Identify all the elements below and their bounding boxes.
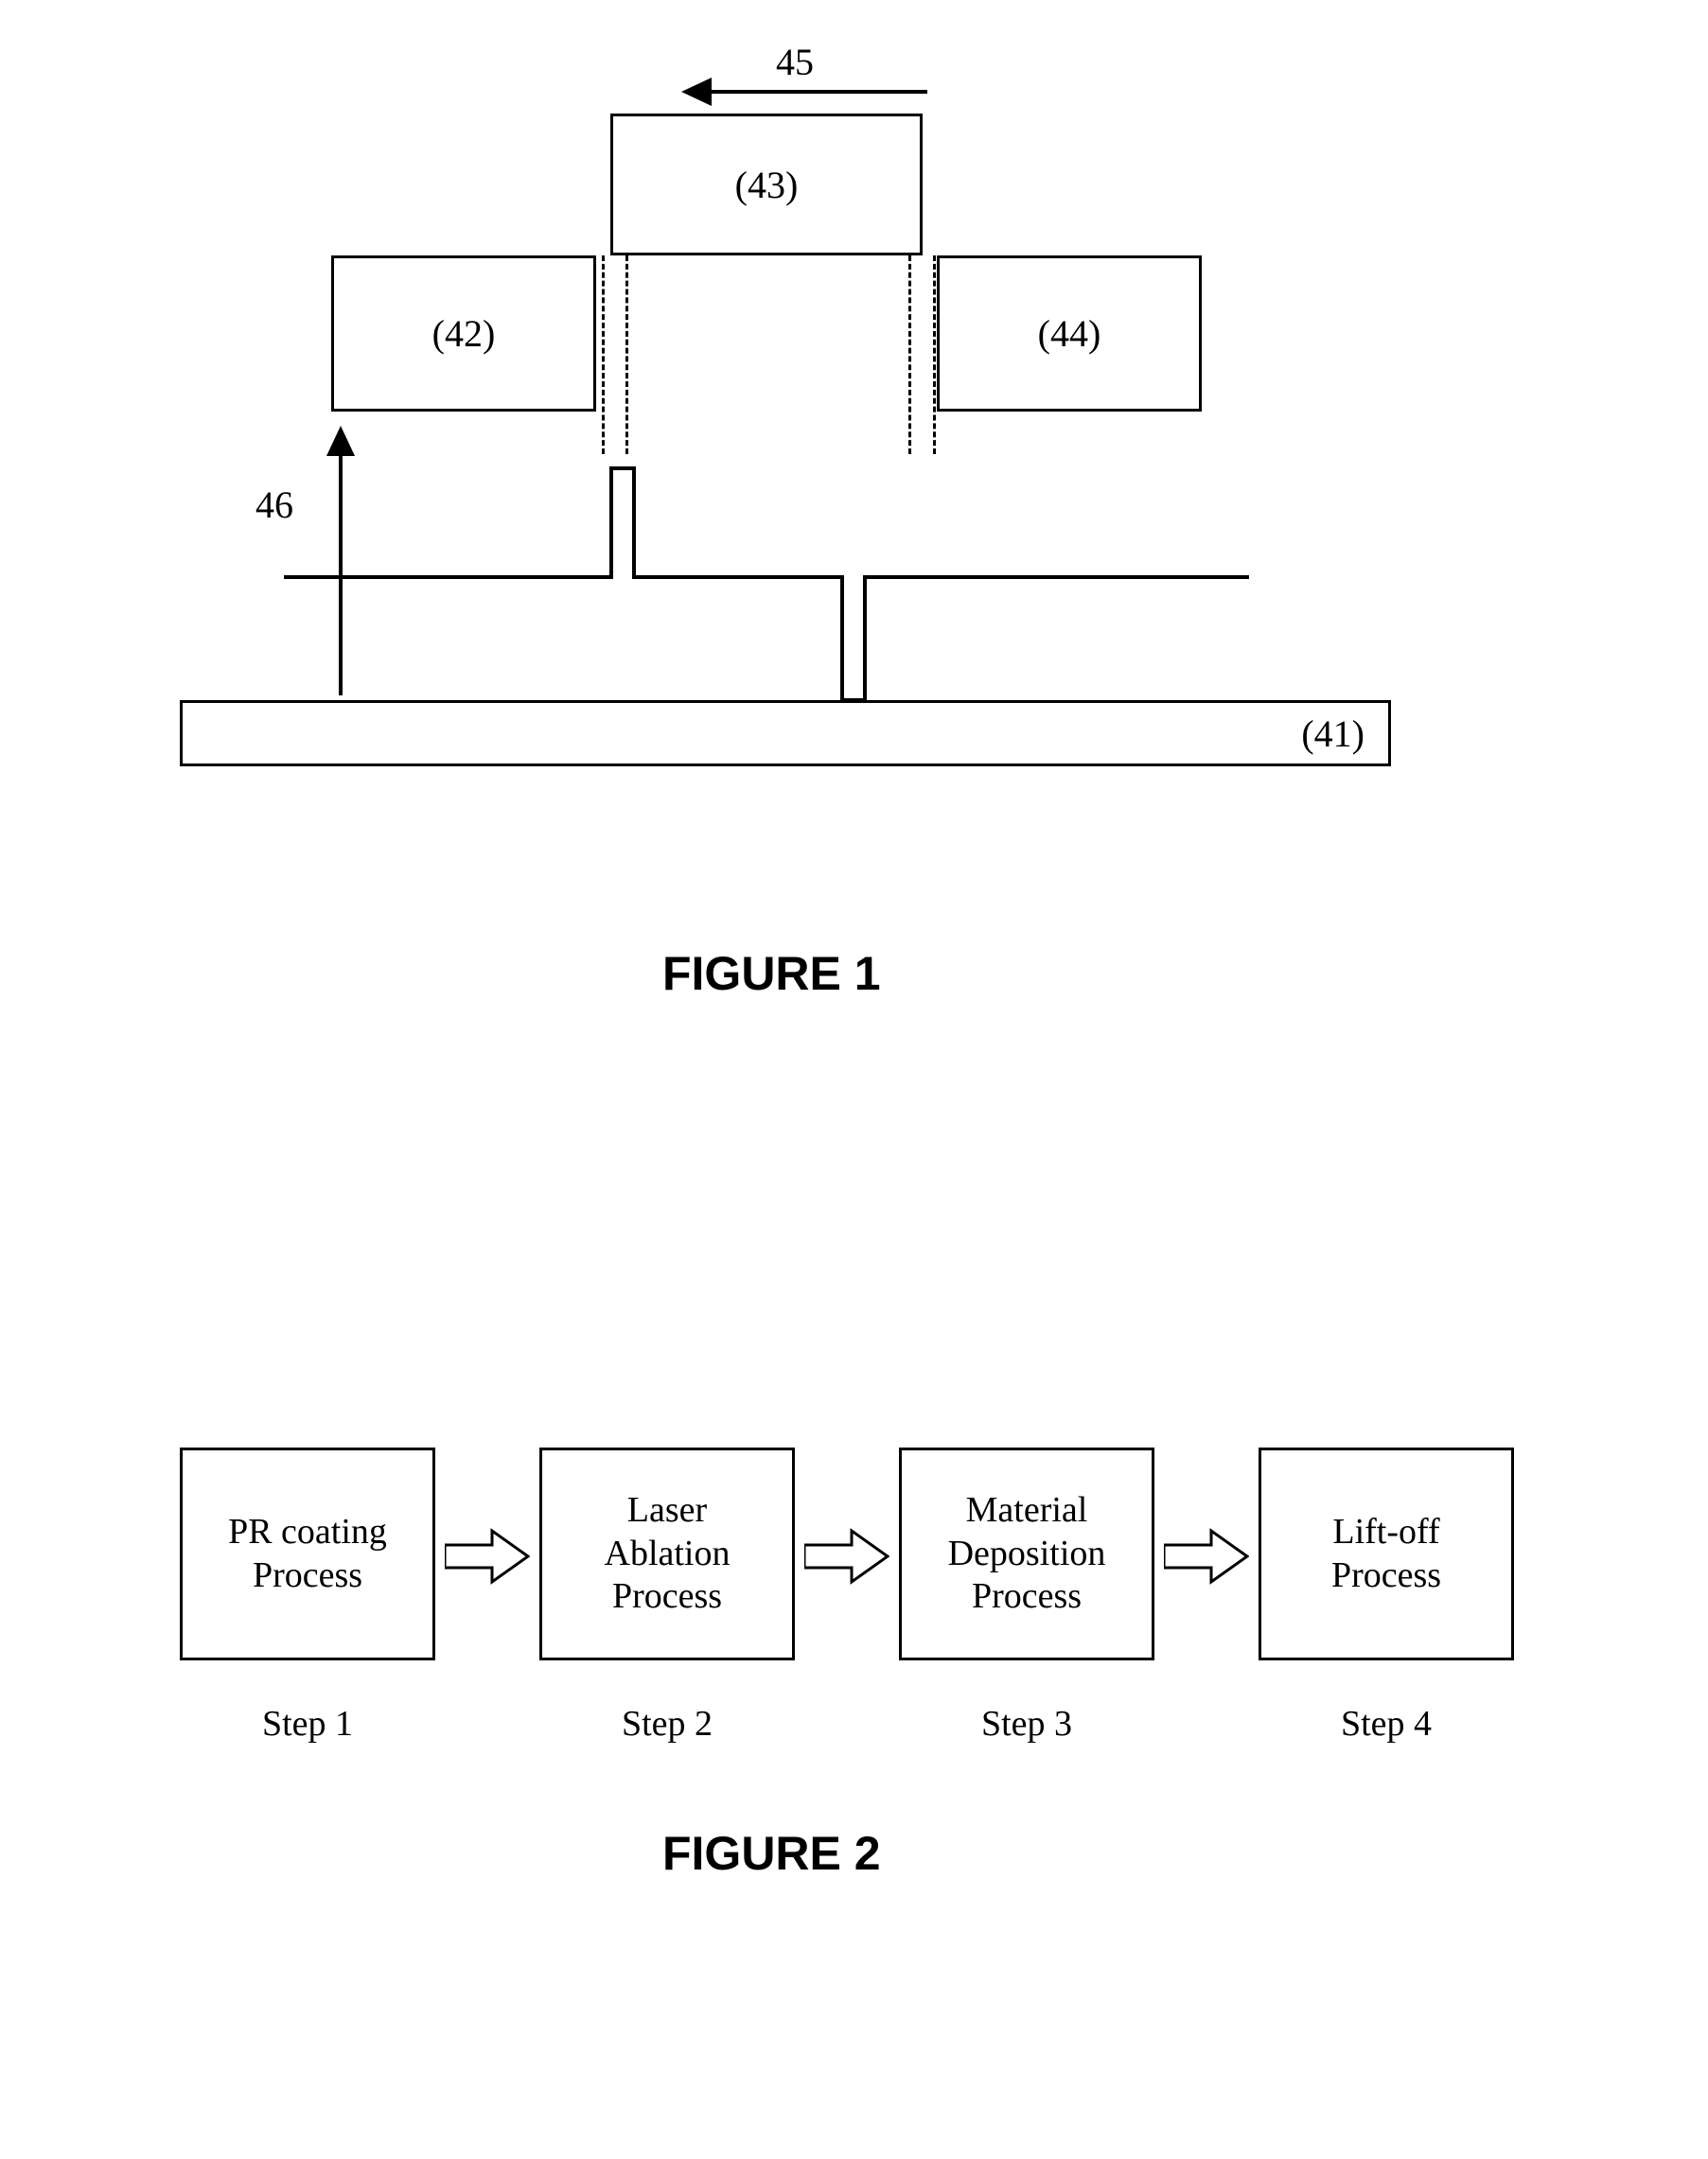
- step-2-text: Laser Ablation Process: [605, 1489, 731, 1619]
- figure-2-title: FIGURE 2: [662, 1826, 881, 1881]
- step-2-box: Laser Ablation Process: [539, 1448, 795, 1660]
- figure-1-title: FIGURE 1: [662, 946, 881, 1001]
- diagram-canvas: (43) (42) (44) (41) 45 46 FIGURE 1 PR co…: [0, 0, 1708, 2159]
- step-1-text: PR coating Process: [228, 1511, 387, 1597]
- step-2-label: Step 2: [539, 1703, 795, 1745]
- step-1-label: Step 1: [180, 1703, 435, 1745]
- plateau-profile: [0, 0, 1708, 851]
- step-3-label: Step 3: [899, 1703, 1154, 1745]
- step-1-box: PR coating Process: [180, 1448, 435, 1660]
- step-4-label: Step 4: [1259, 1703, 1514, 1745]
- step-3-text: Material Deposition Process: [948, 1489, 1106, 1619]
- step-3-box: Material Deposition Process: [899, 1448, 1154, 1660]
- block-arrow-2: [804, 1528, 889, 1585]
- block-arrow-1: [445, 1528, 530, 1585]
- step-4-box: Lift-off Process: [1259, 1448, 1514, 1660]
- step-4-text: Lift-off Process: [1331, 1511, 1441, 1597]
- block-arrow-3: [1164, 1528, 1249, 1585]
